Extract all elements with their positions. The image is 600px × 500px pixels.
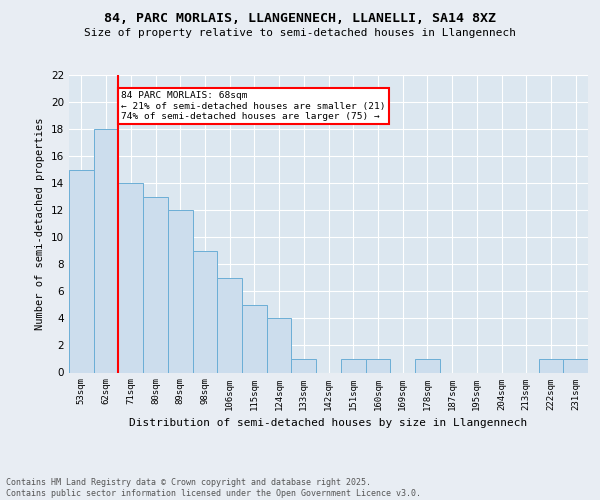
Bar <box>292 359 316 372</box>
Bar <box>217 278 242 372</box>
Bar <box>69 170 94 372</box>
Text: 84, PARC MORLAIS, LLANGENNECH, LLANELLI, SA14 8XZ: 84, PARC MORLAIS, LLANGENNECH, LLANELLI,… <box>104 12 496 26</box>
Bar <box>193 251 217 372</box>
Text: Size of property relative to semi-detached houses in Llangennech: Size of property relative to semi-detach… <box>84 28 516 38</box>
Bar <box>94 129 118 372</box>
Bar <box>365 359 390 372</box>
Bar <box>143 196 168 372</box>
Bar <box>168 210 193 372</box>
X-axis label: Distribution of semi-detached houses by size in Llangennech: Distribution of semi-detached houses by … <box>130 418 527 428</box>
Bar <box>415 359 440 372</box>
Bar <box>563 359 588 372</box>
Bar <box>267 318 292 372</box>
Bar <box>341 359 365 372</box>
Bar <box>242 305 267 372</box>
Y-axis label: Number of semi-detached properties: Number of semi-detached properties <box>35 118 46 330</box>
Text: 84 PARC MORLAIS: 68sqm
← 21% of semi-detached houses are smaller (21)
74% of sem: 84 PARC MORLAIS: 68sqm ← 21% of semi-det… <box>121 91 385 121</box>
Bar <box>118 183 143 372</box>
Text: Contains HM Land Registry data © Crown copyright and database right 2025.
Contai: Contains HM Land Registry data © Crown c… <box>6 478 421 498</box>
Bar <box>539 359 563 372</box>
